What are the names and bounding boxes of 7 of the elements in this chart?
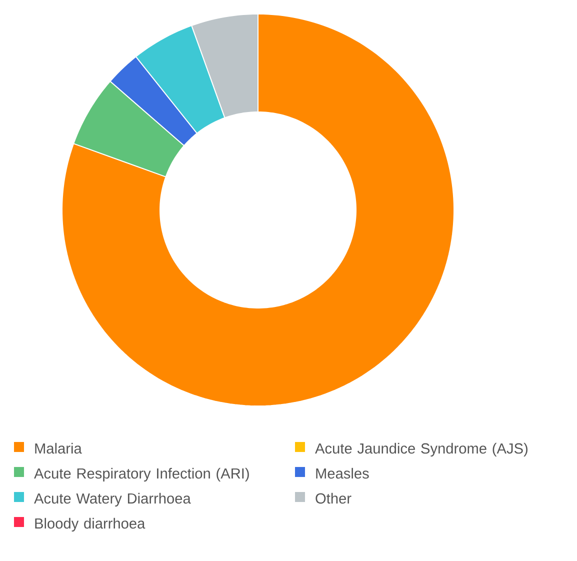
legend-label: Bloody diarrhoea xyxy=(35,518,146,532)
legend-label: Acute Watery Diarrhoea xyxy=(34,492,191,507)
legend-label: Measles xyxy=(316,468,369,479)
legend-label: Acute Jaundice Syndrome (AJS) xyxy=(315,442,528,457)
legend-label: Malaria xyxy=(35,442,82,454)
legend-label: Other xyxy=(316,492,352,504)
legend-label: Acute Respiratory Infection (ARI) xyxy=(34,468,249,482)
